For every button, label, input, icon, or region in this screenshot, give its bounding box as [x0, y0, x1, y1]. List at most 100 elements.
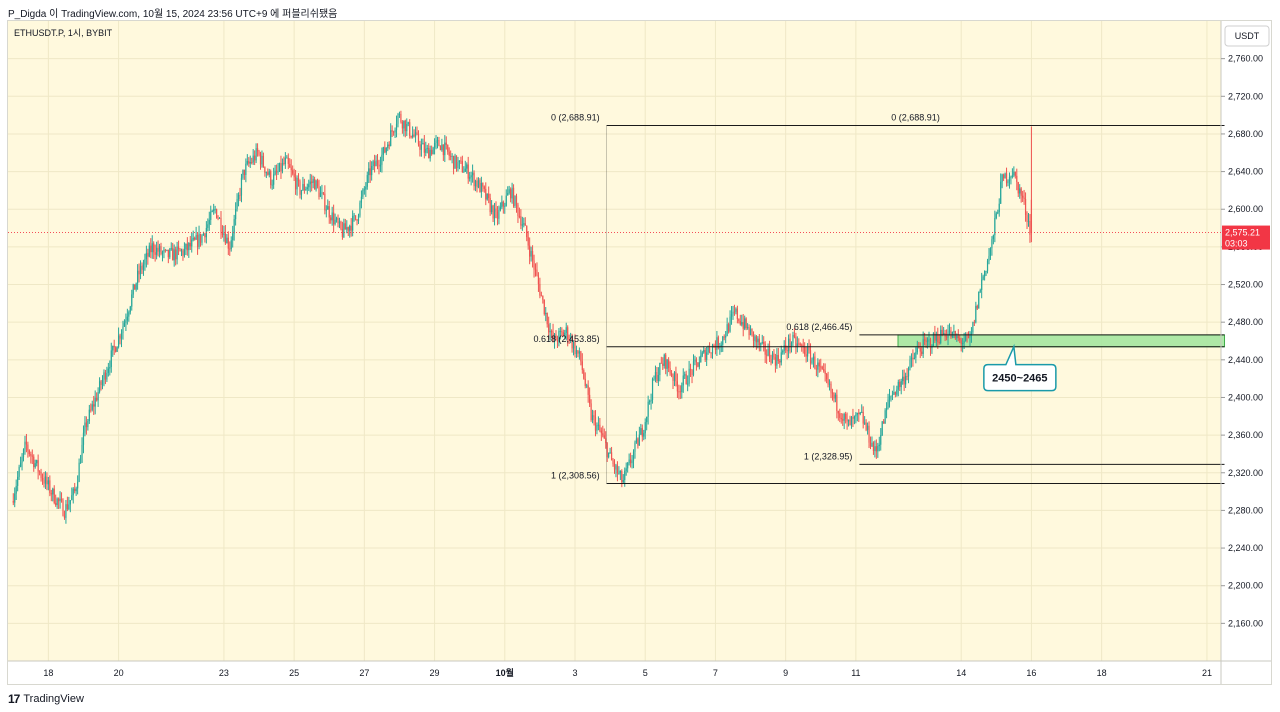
candle-body: [116, 346, 118, 352]
candle-body: [631, 460, 633, 464]
candle-body: [553, 334, 556, 341]
candle-body: [436, 140, 439, 141]
chart-frame: 0 (2,688.91) 0 (2,688.91) 0.618 (2,453.85)…: [7, 20, 1272, 685]
candle-body: [347, 227, 349, 231]
candle-body: [72, 488, 74, 496]
candle-body: [669, 368, 671, 374]
candle-body: [817, 362, 819, 370]
candle-body: [289, 163, 291, 168]
candle-body: [749, 328, 752, 336]
candle-body: [154, 252, 156, 255]
candle-body: [243, 169, 245, 175]
candle-body: [438, 140, 440, 147]
candle-body: [514, 196, 516, 207]
candle-body: [861, 411, 863, 413]
time-tick-label: 18: [1097, 668, 1107, 678]
price-chart[interactable]: 0 (2,688.91) 0 (2,688.91) 0.618 (2,453.85)…: [8, 21, 1271, 684]
candle-body: [46, 476, 48, 485]
candle-body: [948, 330, 951, 333]
candle-body: [984, 271, 986, 277]
candle-body: [78, 462, 80, 482]
candle-body: [521, 224, 523, 226]
candle-body: [343, 223, 345, 237]
candle-body: [337, 218, 339, 224]
candle-body: [194, 237, 196, 240]
currency-button[interactable]: [1224, 25, 1270, 47]
candle-body: [919, 348, 921, 352]
candle-body: [294, 177, 297, 190]
candle-body: [728, 324, 730, 332]
candle-body: [56, 498, 58, 506]
candle-body: [826, 374, 828, 380]
time-tick-label: 25: [289, 668, 299, 678]
price-tick-label: 2,640.00: [1228, 167, 1263, 177]
candle-body: [195, 234, 197, 240]
candle-body: [989, 248, 992, 256]
candle-body: [660, 362, 662, 364]
candle-body: [523, 223, 525, 225]
candle-body: [795, 336, 797, 347]
time-tick-label: 9: [783, 668, 788, 678]
candle-body: [773, 353, 775, 358]
candle-body: [782, 350, 784, 353]
candle-body: [707, 347, 709, 353]
candle-layer: [12, 110, 1033, 524]
candle-body: [1011, 175, 1013, 177]
candle-body: [771, 353, 774, 364]
candle-body: [93, 404, 95, 407]
candle-body: [28, 450, 30, 455]
candle-body: [428, 147, 430, 159]
candle-body: [491, 205, 493, 213]
candle-body: [567, 327, 569, 340]
candle-body: [169, 249, 171, 258]
candle-body: [1016, 175, 1018, 183]
candle-body: [271, 184, 273, 186]
candle-body: [82, 432, 85, 445]
candle-body: [959, 338, 961, 341]
candle-body: [12, 501, 14, 503]
candle-body: [160, 246, 162, 254]
candle-body: [15, 485, 17, 494]
candle-body: [414, 132, 417, 137]
candle-body: [602, 433, 604, 436]
candle-body: [346, 227, 348, 230]
candle-body: [644, 422, 646, 434]
candle-body: [27, 444, 29, 451]
candle-body: [334, 219, 336, 225]
candle-body: [371, 166, 373, 176]
footer-brand[interactable]: 17 TradingView: [8, 692, 84, 706]
candle-body: [622, 480, 624, 483]
candle-body: [375, 160, 377, 167]
candle-body: [406, 124, 408, 132]
candle-body: [706, 352, 708, 360]
candle-body: [720, 344, 722, 347]
candle-body: [897, 381, 899, 390]
candle-body: [824, 370, 826, 375]
candle-body: [739, 321, 741, 325]
candle-body: [550, 330, 553, 333]
candle-body: [855, 414, 857, 417]
time-tick-label: 29: [430, 668, 440, 678]
candle-body: [583, 370, 585, 379]
candle-body: [874, 446, 876, 452]
candle-body: [725, 335, 727, 338]
candle-body: [350, 225, 352, 231]
candle-body: [177, 246, 180, 249]
candle-body: [558, 331, 560, 342]
candle-body: [945, 336, 948, 338]
candle-body: [972, 322, 974, 333]
candle-body: [457, 162, 459, 169]
candle-body: [537, 275, 540, 284]
candle-body: [757, 338, 759, 343]
candle-body: [804, 346, 806, 355]
candle-body: [58, 498, 60, 502]
candle-body: [792, 334, 794, 343]
candle-body: [869, 442, 872, 447]
candle-body: [344, 223, 346, 230]
candle-body: [561, 331, 563, 333]
time-tick-label: 23: [219, 668, 229, 678]
candle-body: [303, 184, 305, 191]
time-tick-label: 7: [713, 668, 718, 678]
candle-body: [853, 416, 856, 419]
candle-body: [493, 208, 496, 219]
